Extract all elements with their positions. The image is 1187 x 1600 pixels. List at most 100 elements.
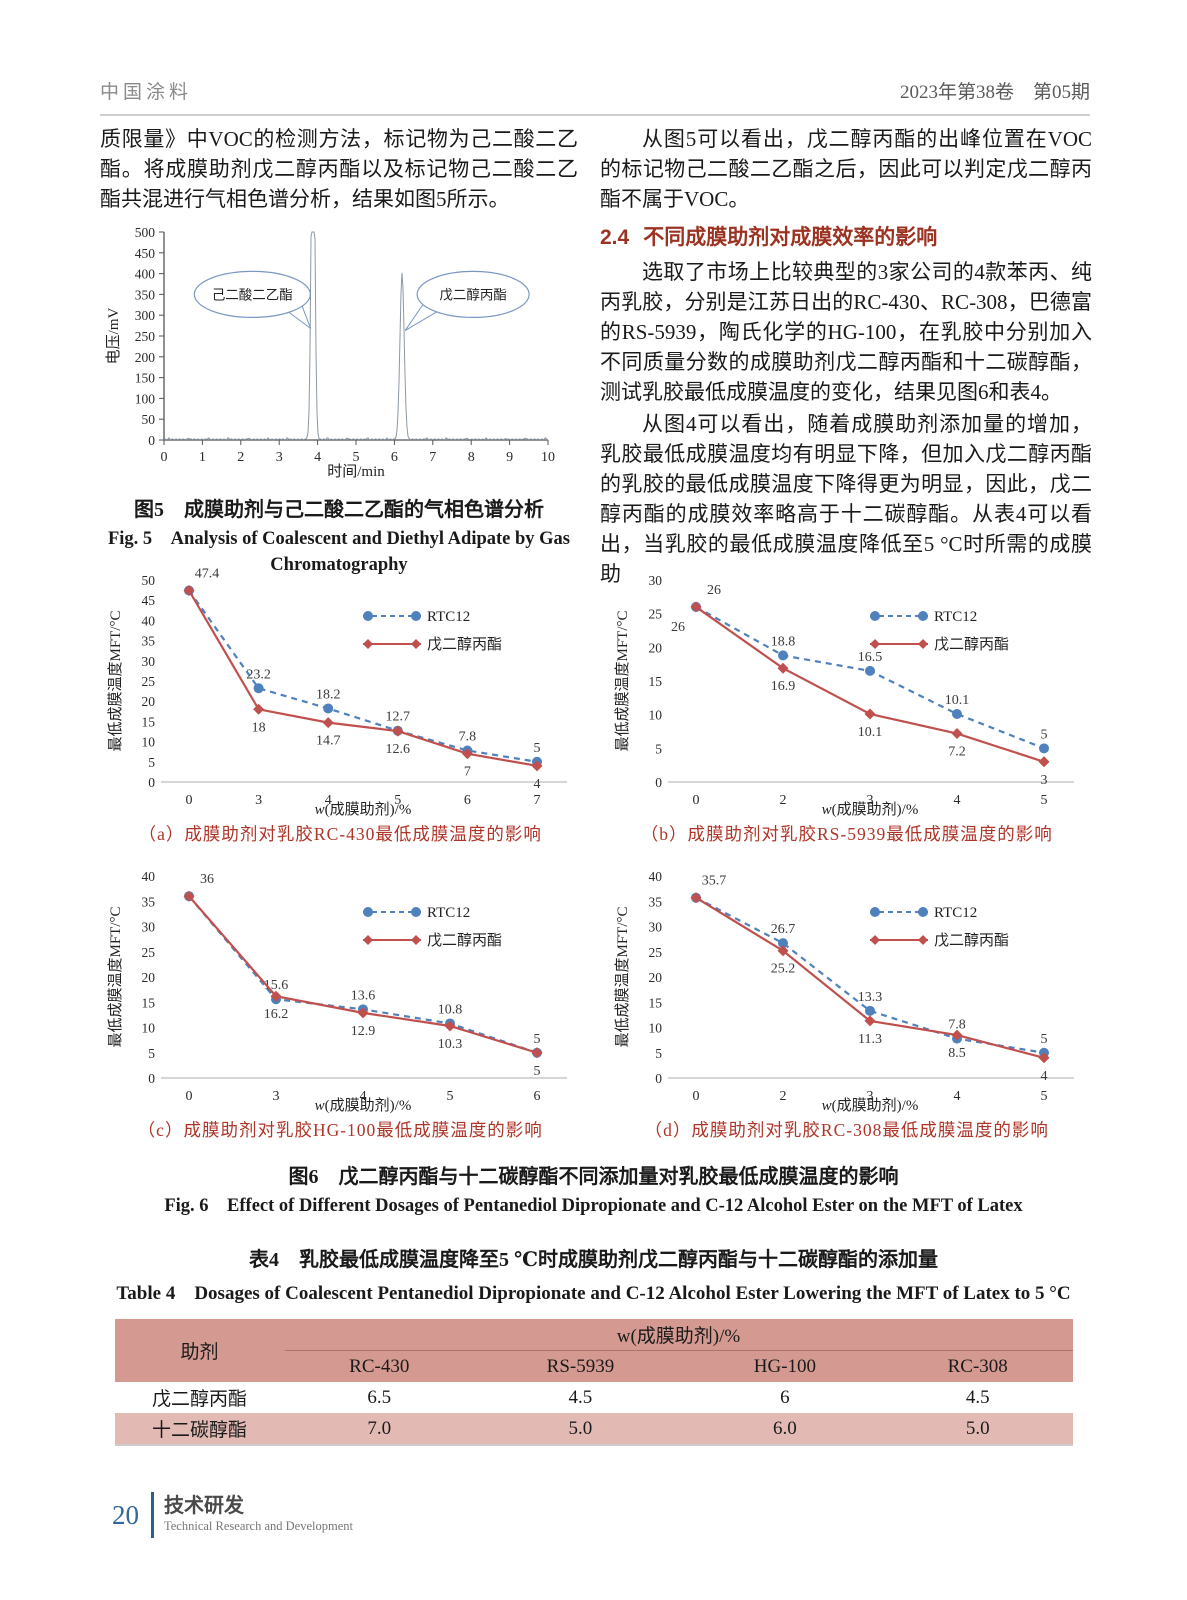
svg-text:0: 0 [186,1089,193,1104]
svg-text:4: 4 [1040,1069,1047,1084]
svg-text:350: 350 [135,287,156,302]
svg-text:5: 5 [1040,793,1047,808]
svg-text:35.7: 35.7 [702,874,727,889]
figure6-panel-d: 0 5 10 15 20 25 30 35 40 最低成膜温度MFT/°C 0 2 3 4 5 w(成膜助剂)… [607,862,1088,1142]
table4-cell: 6.0 [686,1413,883,1445]
svg-text:戊二醇丙酯: 戊二醇丙酯 [934,932,1009,949]
figure6-captions: 图6 戊二醇丙酯与十二碳醇酯不同添加量对乳胶最低成膜温度的影响 Fig. 6 E… [100,1160,1087,1219]
svg-text:35: 35 [648,894,662,909]
svg-text:最低成膜温度MFT/°C: 最低成膜温度MFT/°C [614,906,631,1047]
svg-text:5: 5 [534,1064,541,1079]
svg-text:5: 5 [534,741,541,756]
svg-text:10: 10 [648,708,662,723]
svg-text:最低成膜温度MFT/°C: 最低成膜温度MFT/°C [614,610,631,751]
figure6-panel-a: 0 5 10 15 20 25 30 35 40 45 50 最低成膜温度MFT/°C 0 3 4 5 6 7 w(… [100,566,581,846]
svg-text:26: 26 [707,583,721,598]
svg-text:20: 20 [142,970,156,985]
svg-text:36: 36 [200,872,214,887]
svg-text:200: 200 [135,350,156,365]
svg-text:5: 5 [395,793,402,808]
table4-cell: 7.0 [284,1413,475,1445]
svg-text:25: 25 [142,674,156,689]
table4-col-hg100: HG-100 [686,1350,883,1382]
svg-text:w(成膜助剂)/%: w(成膜助剂)/% [821,801,918,818]
body-paragraph: 选取了市场上比较典型的3家公司的4款苯丙、纯丙乳胶，分别是江苏日出的RC-430… [600,260,1092,404]
table4-row0-name: 戊二醇丙酯 [151,1389,247,1410]
svg-text:2: 2 [779,793,786,808]
body-paragraph: 从图5可以看出，戊二醇丙酯的出峰位置在VOC的标记物己二酸二乙酯之后，因此可以判… [600,127,1092,211]
svg-text:10: 10 [648,1021,662,1036]
svg-text:30: 30 [142,920,156,935]
svg-text:w(成膜助剂)/%: w(成膜助剂)/% [315,801,412,818]
table4-header-dosage: w(成膜助剂)/% [284,1319,1073,1351]
table4-cell: 5.0 [882,1413,1073,1445]
svg-text:0: 0 [692,793,699,808]
svg-text:30: 30 [648,920,662,935]
svg-text:50: 50 [142,573,156,588]
footer-divider [151,1492,154,1538]
svg-text:5: 5 [149,755,156,770]
svg-text:25: 25 [648,607,662,622]
svg-text:18.2: 18.2 [316,687,341,702]
svg-text:40: 40 [142,869,156,884]
figure6-caption-a: （a）成膜助剂对乳胶RC-430最低成膜温度的影响 [138,824,542,844]
svg-text:RTC12: RTC12 [427,905,470,921]
svg-text:7.2: 7.2 [948,745,966,760]
svg-text:45: 45 [142,593,156,608]
right-column: 从图5可以看出，戊二醇丙酯的出峰位置在VOC的标记物己二酸二乙酯之后，因此可以判… [600,124,1092,591]
svg-text:23.2: 23.2 [247,667,272,682]
svg-text:6: 6 [464,793,471,808]
svg-text:戊二醇丙酯: 戊二醇丙酯 [427,636,502,653]
page-footer: 20 技术研发 Technical Research and Developme… [112,1492,353,1538]
svg-text:4: 4 [325,793,332,808]
svg-text:15: 15 [648,995,662,1010]
figure6-chart-b: 0 5 10 15 20 25 30 最低成膜温度MFT/°C 0 2 3 4 5 w(成膜助剂)/% 26… [614,573,1074,818]
svg-text:0: 0 [655,1071,662,1086]
svg-text:8: 8 [468,450,475,465]
figure5-caption-cn: 图5 成膜助剂与己二酸二乙酯的气相色谱分析 [134,499,544,521]
figure6-panel-c: 0 5 10 15 20 25 30 35 40 最低成膜温度MFT/°C 0 3 4 5 6 w(成膜助剂)… [100,862,581,1142]
figure6-caption-b: （b）成膜助剂对乳胶RS-5939最低成膜温度的影响 [640,824,1053,844]
svg-text:5: 5 [447,1089,454,1104]
table4-col-rc430: RC-430 [284,1350,475,1382]
svg-text:12.9: 12.9 [351,1024,376,1039]
table4-cell: 5.0 [474,1413,687,1445]
svg-text:0: 0 [161,450,168,465]
svg-text:5: 5 [655,1046,662,1061]
svg-text:10.1: 10.1 [945,693,970,708]
svg-text:3: 3 [273,1089,280,1104]
table4-col-rs5939: RS-5939 [474,1350,687,1382]
svg-text:7: 7 [464,765,471,780]
svg-text:40: 40 [142,613,156,628]
figure6-caption-en: Fig. 6 Effect of Different Dosages of Pe… [164,1196,1023,1216]
figure6-caption-cn: 图6 戊二醇丙酯与十二碳醇酯不同添加量对乳胶最低成膜温度的影响 [288,1166,899,1188]
svg-text:10.8: 10.8 [438,1002,463,1017]
lower-block: 0 5 10 15 20 25 30 35 40 45 50 最低成膜温度MFT/°C 0 3 4 5 6 7 w(… [100,566,1087,1446]
svg-text:5: 5 [534,1032,541,1047]
table-row: 十二碳醇酯 7.0 5.0 6.0 5.0 [114,1413,1073,1445]
svg-text:16.9: 16.9 [771,679,796,694]
figure5: 0 50 100 150 200 250 300 350 400 450 500 0 1 2 3 4 5 6 7 8 9… [100,222,578,578]
svg-text:4: 4 [953,793,960,808]
svg-text:15: 15 [648,674,662,689]
svg-text:10: 10 [142,735,156,750]
figure6-caption-c: （c）成膜助剂对乳胶HG-100最低成膜温度的影响 [137,1120,543,1140]
body-paragraph: 质限量》中VOC的检测方法，标记物为己二酸二乙酯。将成膜助剂戊二醇丙酯以及标记物… [100,127,578,211]
page-header: 中国涂料 2023年第38卷 第05期 [100,70,1090,116]
table4-cell: 4.5 [568,1386,593,1408]
svg-text:13.3: 13.3 [858,990,883,1005]
figure6-chart-d: 0 5 10 15 20 25 30 35 40 最低成膜温度MFT/°C 0 2 3 4 5 w(成膜助剂)… [614,869,1074,1114]
table4-caption-cn: 表4 乳胶最低成膜温度降至5 ℃时成膜助剂戊二醇丙酯与十二碳醇酯的添加量 [249,1249,938,1271]
svg-text:4: 4 [360,1089,367,1104]
svg-text:最低成膜温度MFT/°C: 最低成膜温度MFT/°C [107,906,124,1047]
svg-text:500: 500 [135,225,156,240]
svg-text:4: 4 [314,450,321,465]
svg-text:0: 0 [692,1089,699,1104]
svg-text:15: 15 [142,714,156,729]
table4-col-rc308: RC-308 [882,1350,1073,1382]
figure6-caption-d: （d）成膜助剂对乳胶RC-308最低成膜温度的影响 [644,1120,1049,1140]
svg-text:6: 6 [391,450,398,465]
svg-text:18.8: 18.8 [771,634,796,649]
